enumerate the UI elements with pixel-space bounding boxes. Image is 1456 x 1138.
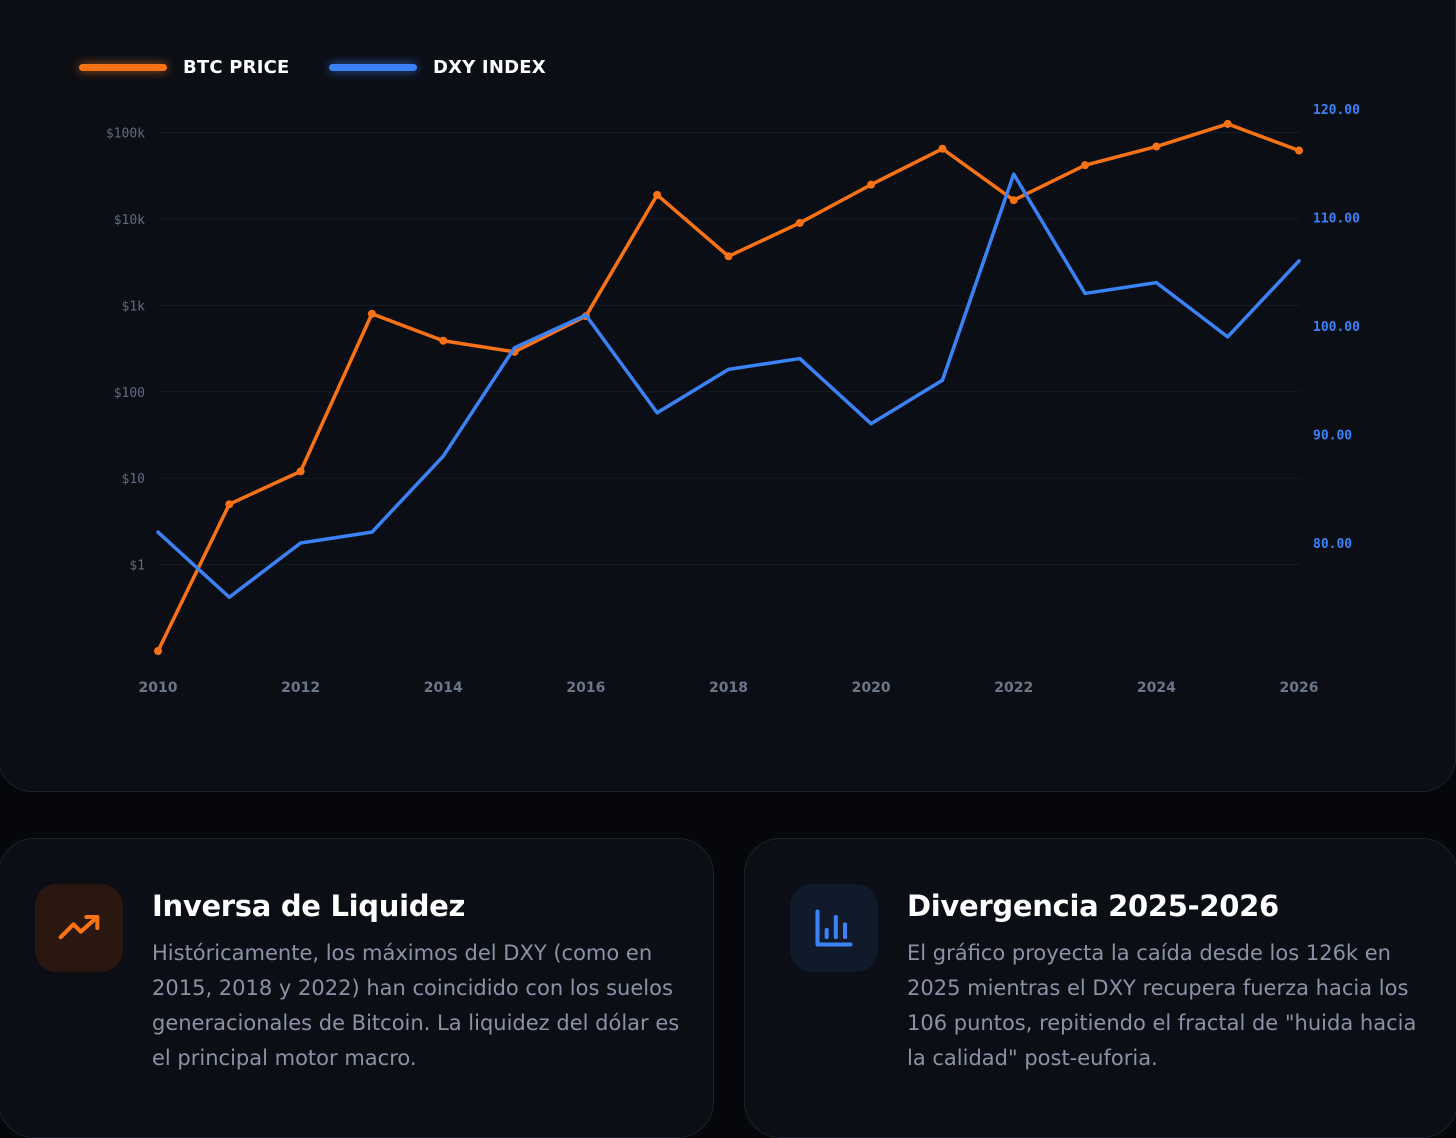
btc-data-point: [1295, 146, 1303, 155]
x-axis-tick-label: 2014: [424, 680, 463, 696]
right-axis-tick-label: 80.00: [1313, 537, 1352, 552]
bar-chart-icon-box: [790, 884, 878, 972]
left-axis-tick-label: $1: [129, 559, 145, 574]
x-axis-tick-label: 2022: [994, 680, 1033, 696]
right-axis-tick-label: 110.00: [1313, 212, 1360, 227]
btc-data-point: [724, 252, 733, 261]
card-body: El gráfico proyecta la caída desde los 1…: [907, 941, 1417, 1070]
left-axis-tick-label: $100k: [106, 127, 145, 142]
left-axis-tick-label: $100: [114, 386, 145, 401]
legend-dxy-swatch: [329, 64, 417, 71]
btc-data-point: [367, 309, 376, 318]
x-axis-tick-label: 2026: [1280, 680, 1319, 696]
x-axis-tick-label: 2010: [139, 680, 178, 696]
btc-data-point: [653, 190, 662, 199]
x-axis-tick-label: 2018: [709, 680, 748, 696]
btc-data-point: [1223, 119, 1232, 128]
chart-card: [0, 0, 1456, 792]
x-axis-tick-label: 2020: [852, 680, 891, 696]
left-axis-tick-label: $10: [122, 472, 145, 487]
card-inversa-liquidez: Inversa de Liquidez Históricamente, los …: [0, 838, 714, 1138]
legend-dxy-label: DXY INDEX: [433, 57, 546, 78]
left-axis-tick-label: $10k: [114, 213, 145, 228]
btc-data-point: [296, 467, 305, 476]
btc-data-point: [1152, 142, 1161, 151]
x-axis-tick-label: 2024: [1137, 680, 1176, 696]
right-axis-tick-label: 90.00: [1313, 429, 1352, 444]
bar-chart-icon: [815, 909, 853, 947]
right-axis-tick-label: 120.00: [1313, 103, 1360, 118]
btc-data-point: [938, 144, 947, 153]
card-title: Divergencia 2025-2026: [907, 889, 1279, 923]
card-title: Inversa de Liquidez: [152, 889, 466, 923]
right-axis-tick-label: 100.00: [1313, 320, 1360, 335]
legend-btc-swatch: [79, 64, 167, 71]
btc-data-point: [867, 180, 876, 189]
btc-data-point: [795, 218, 804, 227]
btc-data-point: [439, 336, 448, 345]
legend-btc-label: BTC PRICE: [183, 57, 290, 78]
x-axis-tick-label: 2012: [281, 680, 320, 696]
legend-btc[interactable]: BTC PRICE: [79, 57, 290, 78]
trending-up-icon: [58, 914, 100, 940]
left-axis-tick-label: $1k: [122, 299, 146, 314]
dxy-series-line: [156, 172, 1301, 599]
x-axis-tick-label: 2016: [566, 680, 605, 696]
trending-up-icon-box: [35, 884, 123, 972]
btc-data-point: [154, 647, 162, 655]
btc-data-point: [225, 500, 234, 509]
btc-data-point: [1081, 161, 1090, 170]
card-body: Históricamente, los máximos del DXY (com…: [152, 941, 680, 1070]
btc-data-point: [1009, 196, 1018, 205]
legend-dxy[interactable]: DXY INDEX: [329, 57, 546, 78]
card-divergencia: Divergencia 2025-2026 El gráfico proyect…: [744, 838, 1456, 1138]
btc-series-line: [156, 122, 1301, 653]
dual-axis-line-chart: $1 $10 $100 $1k $10k $100k 80.00 90.00 100.00 110…: [106, 103, 1360, 696]
